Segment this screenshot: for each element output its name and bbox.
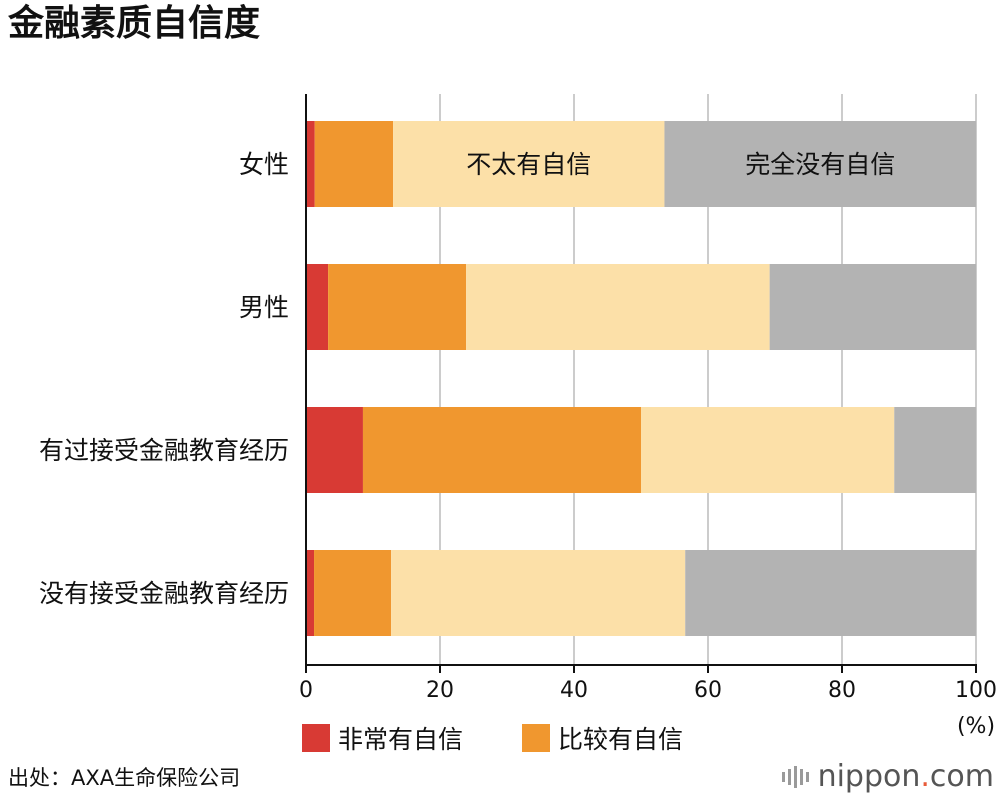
bar-segment-2-0 [393,121,665,207]
bar-segment-1-0 [314,121,394,207]
x-tick-label-40: 40 [560,678,588,703]
x-axis: 0 20 40 60 80 100 (%) [299,94,997,739]
bar-segment-0-2 [306,407,363,493]
in-bar-label-0: 不太有自信 [466,150,591,179]
bar-segment-3-1 [769,264,976,350]
x-tick-label-100: 100 [955,678,997,703]
legend-item-fairly-confident: 比较有自信 [522,720,683,756]
x-tick-label-20: 20 [426,678,454,703]
category-label-1: 男性 [239,293,289,322]
chart-title: 金融素质自信度 [8,3,261,44]
bar-segment-0-1 [306,264,329,350]
bar-segment-1-2 [362,407,641,493]
in-bar-labels: 不太有自信 完全没有自信 [466,150,895,179]
bars [306,121,976,636]
x-tick-label-60: 60 [694,678,722,703]
logo-name: nippon [817,759,921,794]
logo-bars-icon [781,763,812,791]
source-note: 出处：AXA生命保险公司 [8,766,241,790]
x-unit-label: (%) [957,714,995,739]
x-tick-label-80: 80 [828,678,856,703]
bar-segment-3-3 [685,550,976,636]
logo-dot: . [920,759,930,794]
bar-segment-3-2 [894,407,976,493]
legend-swatch-very-confident [302,724,330,752]
bar-segment-0-3 [306,550,315,636]
legend-label-very-confident: 非常有自信 [338,725,464,754]
bar-segment-2-2 [641,407,895,493]
bar-segment-2-1 [466,264,770,350]
legend-item-very-confident: 非常有自信 [302,720,463,756]
bar-segment-0-0 [306,121,315,207]
category-label-3: 没有接受金融教育经历 [39,579,289,608]
legend-swatch-fairly-confident [522,724,550,752]
bar-segment-1-3 [314,550,392,636]
logo-tld: com [929,759,994,794]
legend-label-fairly-confident: 比较有自信 [558,725,684,754]
nippon-com-logo: nippon. com [781,759,994,794]
bar-segment-1-1 [328,264,467,350]
category-label-2: 有过接受金融教育经历 [39,436,289,465]
bar-segment-2-3 [391,550,686,636]
category-label-0: 女性 [239,150,289,179]
bar-segment-3-0 [664,121,976,207]
x-tick-label-0: 0 [299,678,313,703]
in-bar-label-1: 完全没有自信 [745,150,895,179]
